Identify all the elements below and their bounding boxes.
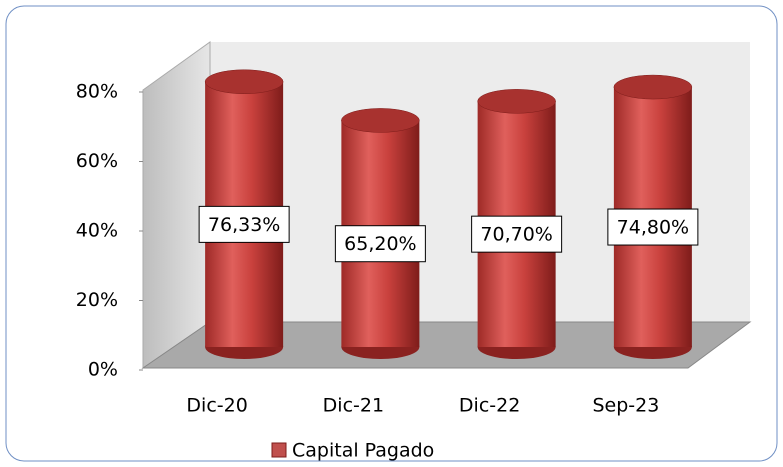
x-tick-label: Dic-22 bbox=[459, 395, 520, 417]
legend-swatch bbox=[271, 442, 287, 458]
y-tick-label: 20% bbox=[76, 289, 118, 311]
data-label-box bbox=[471, 215, 563, 253]
cylinder-top bbox=[477, 89, 556, 114]
data-label: 76,33% bbox=[208, 214, 280, 236]
y-tick-label: 40% bbox=[76, 220, 118, 242]
cylinder-top bbox=[341, 108, 420, 133]
data-label-box bbox=[607, 208, 699, 246]
legend-label: Capital Pagado bbox=[292, 440, 434, 462]
data-label: 70,70% bbox=[480, 224, 552, 246]
floor bbox=[141, 321, 752, 369]
cylinder-top bbox=[204, 69, 284, 95]
y-tick-label: 60% bbox=[76, 150, 118, 172]
data-label-box bbox=[198, 205, 290, 243]
cylinder-top bbox=[613, 74, 693, 100]
data-label: 74,80% bbox=[617, 217, 689, 239]
x-tick-label: Sep-23 bbox=[592, 395, 659, 417]
data-label: 65,20% bbox=[344, 233, 416, 255]
x-tick-label: Dic-20 bbox=[186, 395, 247, 417]
y-tick-label: 80% bbox=[76, 81, 118, 103]
y-tick-label: 0% bbox=[88, 359, 118, 381]
data-label-box bbox=[334, 225, 426, 263]
side-wall bbox=[142, 41, 211, 369]
x-tick-label: Dic-21 bbox=[323, 395, 384, 417]
